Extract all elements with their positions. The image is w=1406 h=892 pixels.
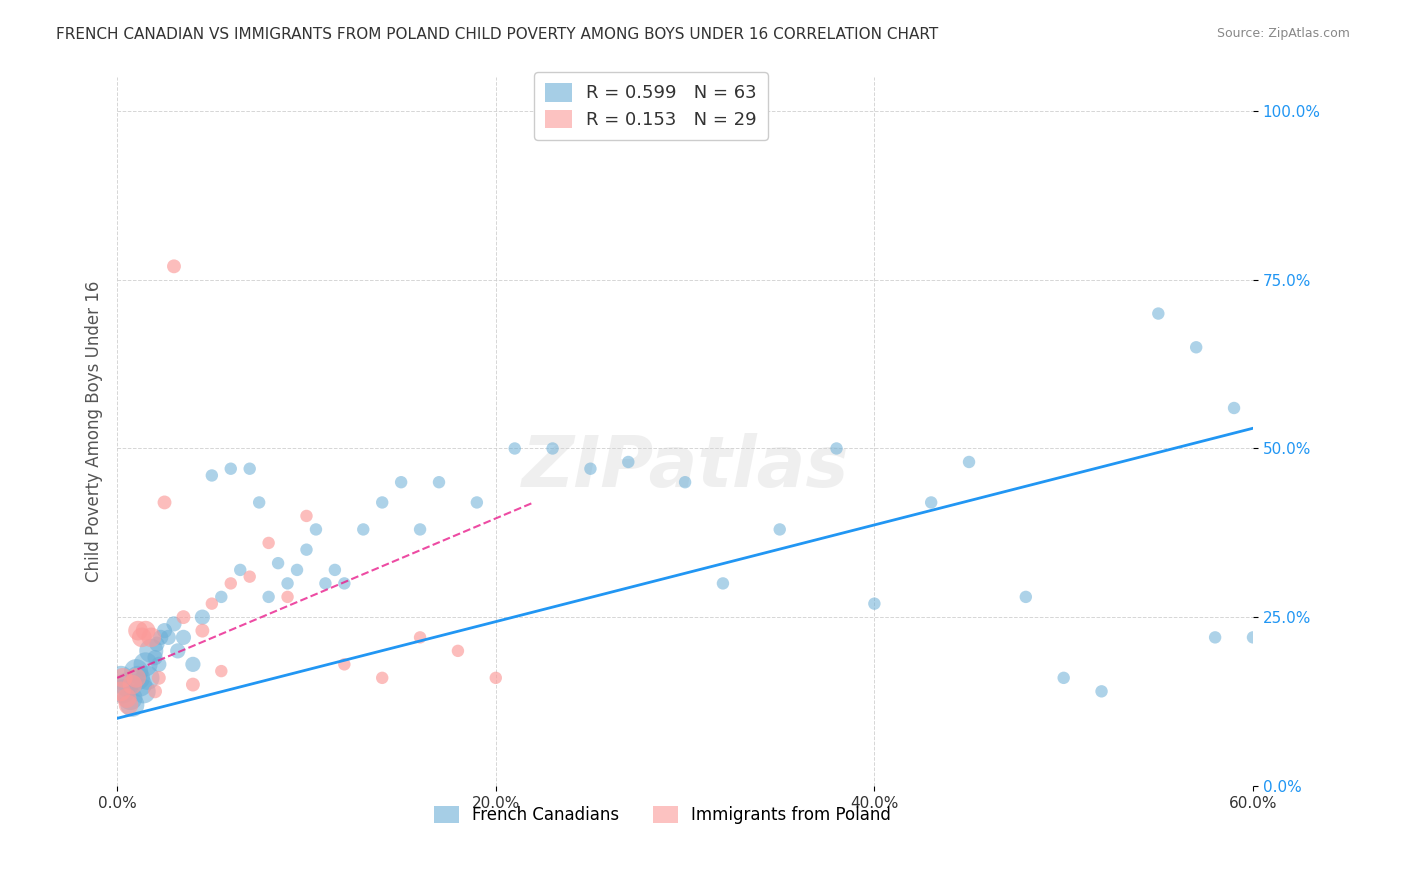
- Point: [149, 631, 172, 645]
- Point: [352, 523, 374, 537]
- Point: [673, 475, 696, 490]
- Point: [120, 691, 142, 706]
- Point: [153, 495, 176, 509]
- Point: [115, 677, 138, 691]
- Point: [135, 657, 157, 672]
- Point: [447, 644, 470, 658]
- Point: [127, 671, 149, 685]
- Point: [1185, 340, 1208, 354]
- Point: [148, 657, 170, 672]
- Point: [141, 644, 163, 658]
- Point: [333, 657, 356, 672]
- Point: [769, 523, 792, 537]
- Point: [277, 590, 299, 604]
- Point: [163, 260, 186, 274]
- Point: [135, 624, 157, 638]
- Point: [121, 677, 143, 691]
- Point: [1147, 307, 1170, 321]
- Point: [125, 664, 148, 678]
- Point: [1223, 401, 1246, 415]
- Point: [257, 590, 280, 604]
- Point: [111, 684, 134, 698]
- Text: FRENCH CANADIAN VS IMMIGRANTS FROM POLAND CHILD POVERTY AMONG BOYS UNDER 16 CORR: FRENCH CANADIAN VS IMMIGRANTS FROM POLAN…: [56, 27, 938, 42]
- Point: [427, 475, 450, 490]
- Point: [920, 495, 942, 509]
- Point: [141, 631, 163, 645]
- Point: [209, 664, 232, 678]
- Point: [146, 637, 169, 651]
- Point: [711, 576, 734, 591]
- Point: [121, 698, 143, 712]
- Point: [181, 677, 204, 691]
- Point: [127, 624, 149, 638]
- Point: [863, 597, 886, 611]
- Point: [110, 684, 132, 698]
- Point: [131, 631, 153, 645]
- Point: [110, 671, 132, 685]
- Point: [1090, 684, 1112, 698]
- Point: [1241, 631, 1264, 645]
- Point: [247, 495, 270, 509]
- Point: [409, 523, 432, 537]
- Point: [314, 576, 336, 591]
- Point: [172, 610, 194, 624]
- Point: [579, 461, 602, 475]
- Legend: French Canadians, Immigrants from Poland: French Canadians, Immigrants from Poland: [423, 796, 901, 834]
- Point: [239, 461, 262, 475]
- Point: [172, 631, 194, 645]
- Point: [465, 495, 488, 509]
- Point: [143, 650, 166, 665]
- Point: [229, 563, 252, 577]
- Point: [371, 671, 394, 685]
- Point: [148, 671, 170, 685]
- Point: [115, 691, 138, 706]
- Point: [129, 677, 152, 691]
- Point: [371, 495, 394, 509]
- Point: [267, 556, 290, 570]
- Point: [825, 442, 848, 456]
- Point: [305, 523, 328, 537]
- Point: [541, 442, 564, 456]
- Point: [257, 536, 280, 550]
- Point: [389, 475, 412, 490]
- Text: ZIPatlas: ZIPatlas: [522, 433, 849, 501]
- Point: [181, 657, 204, 672]
- Point: [1204, 631, 1226, 645]
- Point: [143, 684, 166, 698]
- Point: [323, 563, 346, 577]
- Point: [163, 616, 186, 631]
- Point: [503, 442, 526, 456]
- Point: [617, 455, 640, 469]
- Point: [117, 698, 139, 712]
- Point: [166, 644, 188, 658]
- Point: [285, 563, 308, 577]
- Point: [277, 576, 299, 591]
- Point: [209, 590, 232, 604]
- Point: [219, 461, 242, 475]
- Point: [136, 671, 159, 685]
- Y-axis label: Child Poverty Among Boys Under 16: Child Poverty Among Boys Under 16: [86, 281, 103, 582]
- Point: [1015, 590, 1038, 604]
- Point: [201, 597, 224, 611]
- Point: [201, 468, 224, 483]
- Point: [157, 631, 180, 645]
- Point: [111, 671, 134, 685]
- Text: Source: ZipAtlas.com: Source: ZipAtlas.com: [1216, 27, 1350, 40]
- Point: [239, 569, 262, 583]
- Point: [333, 576, 356, 591]
- Point: [191, 610, 214, 624]
- Point: [153, 624, 176, 638]
- Point: [295, 542, 318, 557]
- Point: [125, 671, 148, 685]
- Point: [295, 508, 318, 523]
- Point: [132, 684, 155, 698]
- Point: [485, 671, 508, 685]
- Point: [409, 631, 432, 645]
- Point: [191, 624, 214, 638]
- Point: [1053, 671, 1076, 685]
- Point: [957, 455, 980, 469]
- Point: [219, 576, 242, 591]
